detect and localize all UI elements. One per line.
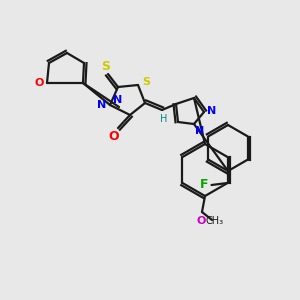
Text: N: N [195, 126, 205, 136]
Text: O: O [34, 78, 44, 88]
Text: S: S [101, 59, 110, 73]
Text: O: O [109, 130, 119, 142]
Text: CH₃: CH₃ [206, 216, 224, 226]
Text: N: N [113, 95, 123, 105]
Text: O: O [196, 216, 206, 226]
Text: N: N [98, 100, 106, 110]
Text: N: N [207, 106, 217, 116]
Text: F: F [200, 178, 209, 191]
Text: H: H [160, 114, 168, 124]
Text: S: S [142, 77, 150, 87]
